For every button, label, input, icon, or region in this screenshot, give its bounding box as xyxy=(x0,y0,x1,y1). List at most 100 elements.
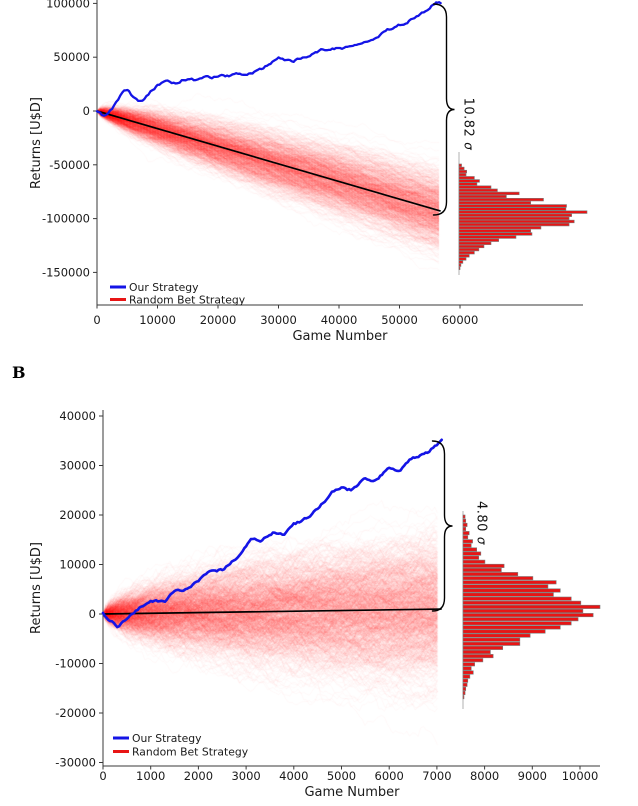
x-tick-label: 10000 xyxy=(139,313,176,327)
x-tick-label: 1000 xyxy=(136,769,165,783)
y-tick-label: 100000 xyxy=(46,0,90,10)
x-tick-label: 0 xyxy=(93,313,100,327)
histogram-bar xyxy=(458,266,461,270)
x-tick-label: 9000 xyxy=(518,769,547,783)
x-tick-label: 3000 xyxy=(231,769,260,783)
sigma-annotation-panel-b: 4.80 σ xyxy=(474,501,489,545)
sigma-annotation-panel-a: 10.82 σ xyxy=(461,98,476,151)
histogram-bar xyxy=(462,637,521,642)
histogram-bar xyxy=(458,216,570,220)
histogram-bar xyxy=(458,182,478,186)
x-tick-label: 40000 xyxy=(321,313,358,327)
histogram-bar xyxy=(462,588,561,593)
histogram-bar xyxy=(462,596,572,601)
histogram-bar xyxy=(462,551,482,556)
histogram-bar xyxy=(462,559,486,564)
histogram-bar xyxy=(458,185,492,189)
histogram-bar xyxy=(462,690,466,695)
histogram-bar xyxy=(458,179,480,183)
histogram-bar xyxy=(458,244,485,249)
histogram-bar xyxy=(458,163,462,167)
histogram-bar xyxy=(462,522,468,527)
histogram-bar xyxy=(462,629,546,634)
histogram-bar xyxy=(458,201,531,205)
y-tick-label: -150000 xyxy=(42,265,90,279)
sigma-gap-brace xyxy=(431,440,453,612)
histogram-bar xyxy=(458,188,498,192)
random-strategy-mean-line xyxy=(96,110,441,212)
y-tick-label: -100000 xyxy=(42,212,90,226)
histogram-bar xyxy=(458,263,462,267)
legend-label: Our Strategy xyxy=(132,732,202,745)
y-tick-label: 10000 xyxy=(59,558,96,572)
histogram-bar xyxy=(458,194,507,199)
y-tick-label: 0 xyxy=(89,607,96,621)
y-tick-label: -30000 xyxy=(55,756,96,770)
x-tick-label: 7000 xyxy=(422,769,451,783)
x-tick-label: 8000 xyxy=(470,769,499,783)
y-tick-label: 30000 xyxy=(59,459,96,473)
x-axis-label: Game Number xyxy=(292,329,388,344)
histogram-bar xyxy=(462,539,473,544)
x-tick-label: 50000 xyxy=(381,313,418,327)
histogram-bar xyxy=(462,543,472,548)
histogram-bar xyxy=(462,555,480,560)
histogram-bar xyxy=(458,204,567,208)
histogram-bar xyxy=(462,600,582,605)
x-tick-label: 4000 xyxy=(279,769,308,783)
histogram-bar xyxy=(458,229,531,233)
sigma-symbol-a: σ xyxy=(461,142,476,151)
histogram-bar xyxy=(462,641,521,646)
sigma-gap-brace xyxy=(432,3,455,216)
x-tick-label: 20000 xyxy=(200,313,237,327)
y-tick-label: -50000 xyxy=(49,158,90,172)
y-tick-label: -10000 xyxy=(55,657,96,671)
x-tick-label: 6000 xyxy=(375,769,404,783)
histogram-bar xyxy=(462,695,465,700)
histogram-bar xyxy=(458,198,544,202)
histogram-bar xyxy=(462,674,471,679)
histogram-bar xyxy=(462,625,561,630)
histogram-bar xyxy=(458,219,575,224)
histogram-bar xyxy=(462,567,502,572)
histogram-bar xyxy=(458,173,467,177)
panel-b-label: B xyxy=(12,363,26,382)
histogram-bar xyxy=(462,633,531,638)
histogram-bar xyxy=(462,658,484,663)
histogram-bar xyxy=(458,210,588,214)
histogram-bar xyxy=(458,241,492,245)
histogram-bar xyxy=(458,226,542,230)
histogram-bar xyxy=(462,654,494,659)
x-tick-label: 2000 xyxy=(184,769,213,783)
x-tick-label: 30000 xyxy=(260,313,297,327)
legend-label: Our Strategy xyxy=(129,281,199,294)
x-tick-label: 5000 xyxy=(327,769,356,783)
random-strategy-mean-line xyxy=(102,608,442,615)
histogram-bar xyxy=(458,257,467,261)
our-strategy-line xyxy=(95,1,442,117)
histogram-bar xyxy=(462,621,572,626)
histogram-bar xyxy=(462,580,557,585)
y-tick-label: -20000 xyxy=(55,706,96,720)
histogram-bar xyxy=(462,645,504,650)
histogram-bar xyxy=(458,251,475,255)
histogram-bar xyxy=(462,678,469,683)
histogram-bar xyxy=(462,514,466,519)
sigma-value-a: 10.82 xyxy=(460,97,476,138)
y-axis-label: Returns [U$D] xyxy=(29,97,44,189)
histogram-bar xyxy=(462,662,475,667)
histogram-bar xyxy=(462,666,472,671)
histogram-bar xyxy=(458,232,533,236)
histogram-bar xyxy=(462,608,584,613)
histogram-bar xyxy=(462,535,469,540)
x-tick-label: 10000 xyxy=(562,769,599,783)
y-tick-label: 0 xyxy=(83,104,90,118)
histogram-bar xyxy=(462,686,467,691)
our-strategy-line xyxy=(101,438,444,629)
histogram-bar xyxy=(462,649,491,654)
histogram-bar xyxy=(462,531,470,536)
histogram-bar xyxy=(462,613,594,618)
x-tick-label: 0 xyxy=(99,769,106,783)
histogram-bar xyxy=(458,235,517,239)
